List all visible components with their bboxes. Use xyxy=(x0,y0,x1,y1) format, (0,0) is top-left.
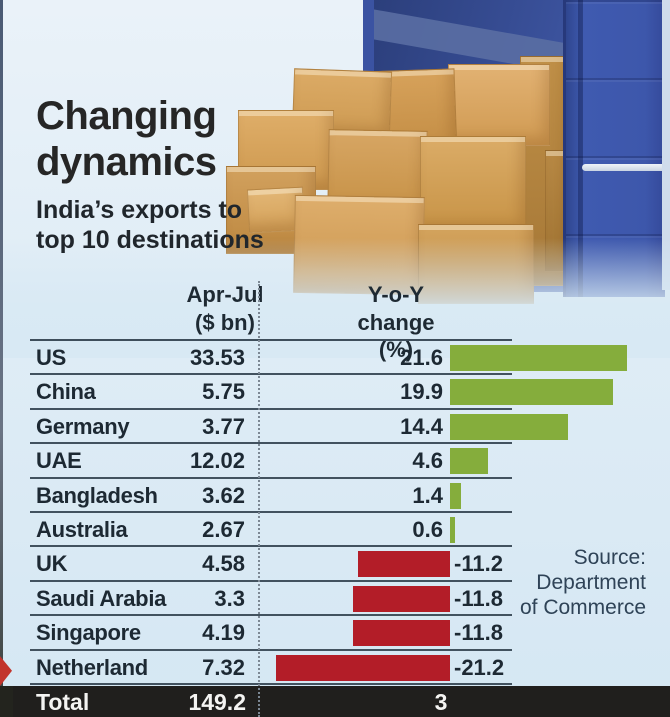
export-value: 4.19 xyxy=(202,620,245,646)
source-attribution: Source: Department of Commerce xyxy=(519,546,646,619)
table-row: Bangladesh 3.62 1.4 xyxy=(0,479,670,513)
positive-yoy-bar xyxy=(450,482,462,509)
negative-yoy-bar xyxy=(353,620,450,647)
table-row: Germany 3.77 14.4 xyxy=(0,410,670,445)
total-label: Total xyxy=(36,689,90,715)
table-row: Netherland 7.32 -21.2 xyxy=(0,651,670,685)
country-label: Australia xyxy=(36,516,128,542)
country-label: Netherland xyxy=(36,654,148,680)
column-header-yoy-change: Y-o-Y change (%) xyxy=(357,282,435,362)
country-label: Singapore xyxy=(36,620,141,646)
table-rows: US 33.53 21.6 China 5.75 19.9 Germany 3.77 14.4 U… xyxy=(0,341,670,685)
yoy-value: 21.6 xyxy=(400,345,443,370)
negative-yoy-bar xyxy=(353,585,450,612)
export-value: 3.3 xyxy=(214,585,245,611)
page-edge-line xyxy=(0,0,3,717)
negative-yoy-bar xyxy=(358,551,450,578)
export-value: 2.67 xyxy=(202,516,245,542)
table-row: UK 4.58 -11.2 xyxy=(0,547,670,582)
container-left-frame xyxy=(363,0,374,88)
export-value: 7.32 xyxy=(202,654,245,680)
row-separator xyxy=(30,510,512,513)
total-export-value: 149.2 xyxy=(188,689,246,715)
row-separator xyxy=(30,442,512,445)
yoy-value: 14.4 xyxy=(400,413,443,439)
table-row: US 33.53 21.6 xyxy=(0,341,670,376)
row-separator xyxy=(30,476,512,479)
column-divider-dotted-line xyxy=(258,281,260,717)
yoy-value: 1.4 xyxy=(412,482,443,508)
chart-title: Changing dynamics xyxy=(36,94,217,184)
column-header-apr-jul: Apr-Jul ($ bn) xyxy=(186,282,264,335)
country-label: Saudi Arabia xyxy=(36,585,167,611)
photo-fade-overlay xyxy=(0,238,670,358)
export-value: 3.77 xyxy=(202,413,245,439)
yoy-value: -11.8 xyxy=(454,585,503,611)
container-door-edge xyxy=(662,0,670,290)
page-corner-dark-patch xyxy=(0,686,13,717)
table-row: Saudi Arabia 3.3 -11.8 xyxy=(0,582,670,617)
export-value: 12.02 xyxy=(189,448,245,474)
total-yoy-value: 3 xyxy=(434,689,448,715)
yoy-value: 0.6 xyxy=(412,516,443,542)
country-label: UK xyxy=(36,551,68,577)
country-label: China xyxy=(36,379,96,405)
table-row: China 5.75 19.9 xyxy=(0,375,670,410)
container-lock-rod xyxy=(578,0,583,297)
export-value: 5.75 xyxy=(202,379,245,405)
row-separator xyxy=(30,407,512,410)
row-separator xyxy=(30,545,512,548)
header-underline xyxy=(30,339,512,341)
positive-yoy-bar xyxy=(450,448,488,475)
negative-yoy-bar xyxy=(276,654,450,681)
yoy-value: 19.9 xyxy=(400,379,443,405)
positive-yoy-bar xyxy=(450,413,569,440)
country-label: UAE xyxy=(36,448,82,474)
total-row: Total 149.2 3 xyxy=(13,686,670,717)
row-separator xyxy=(30,682,512,685)
table-row: UAE 12.02 4.6 xyxy=(0,444,670,479)
positive-yoy-bar xyxy=(450,516,455,543)
yoy-value: 4.6 xyxy=(412,448,443,474)
export-value: 33.53 xyxy=(189,345,245,370)
export-value: 4.58 xyxy=(202,551,245,577)
country-label: Germany xyxy=(36,413,130,439)
chart-subtitle: India’s exports to top 10 destinations xyxy=(36,196,264,254)
yoy-value: -11.8 xyxy=(454,620,503,646)
positive-yoy-bar xyxy=(450,345,628,371)
export-value: 3.62 xyxy=(202,482,245,508)
positive-yoy-bar xyxy=(450,379,614,406)
country-label: Bangladesh xyxy=(36,482,158,508)
row-separator xyxy=(30,579,512,582)
table-row: Singapore 4.19 -11.8 xyxy=(0,616,670,651)
container-handle xyxy=(582,164,670,171)
row-separator xyxy=(30,373,512,376)
row-separator xyxy=(30,648,512,651)
yoy-value: -21.2 xyxy=(454,654,505,680)
country-label: US xyxy=(36,345,66,370)
row-separator xyxy=(30,614,512,617)
cardboard-box xyxy=(448,64,550,146)
table-row: Australia 2.67 0.6 xyxy=(0,513,670,548)
yoy-value: -11.2 xyxy=(454,551,503,577)
